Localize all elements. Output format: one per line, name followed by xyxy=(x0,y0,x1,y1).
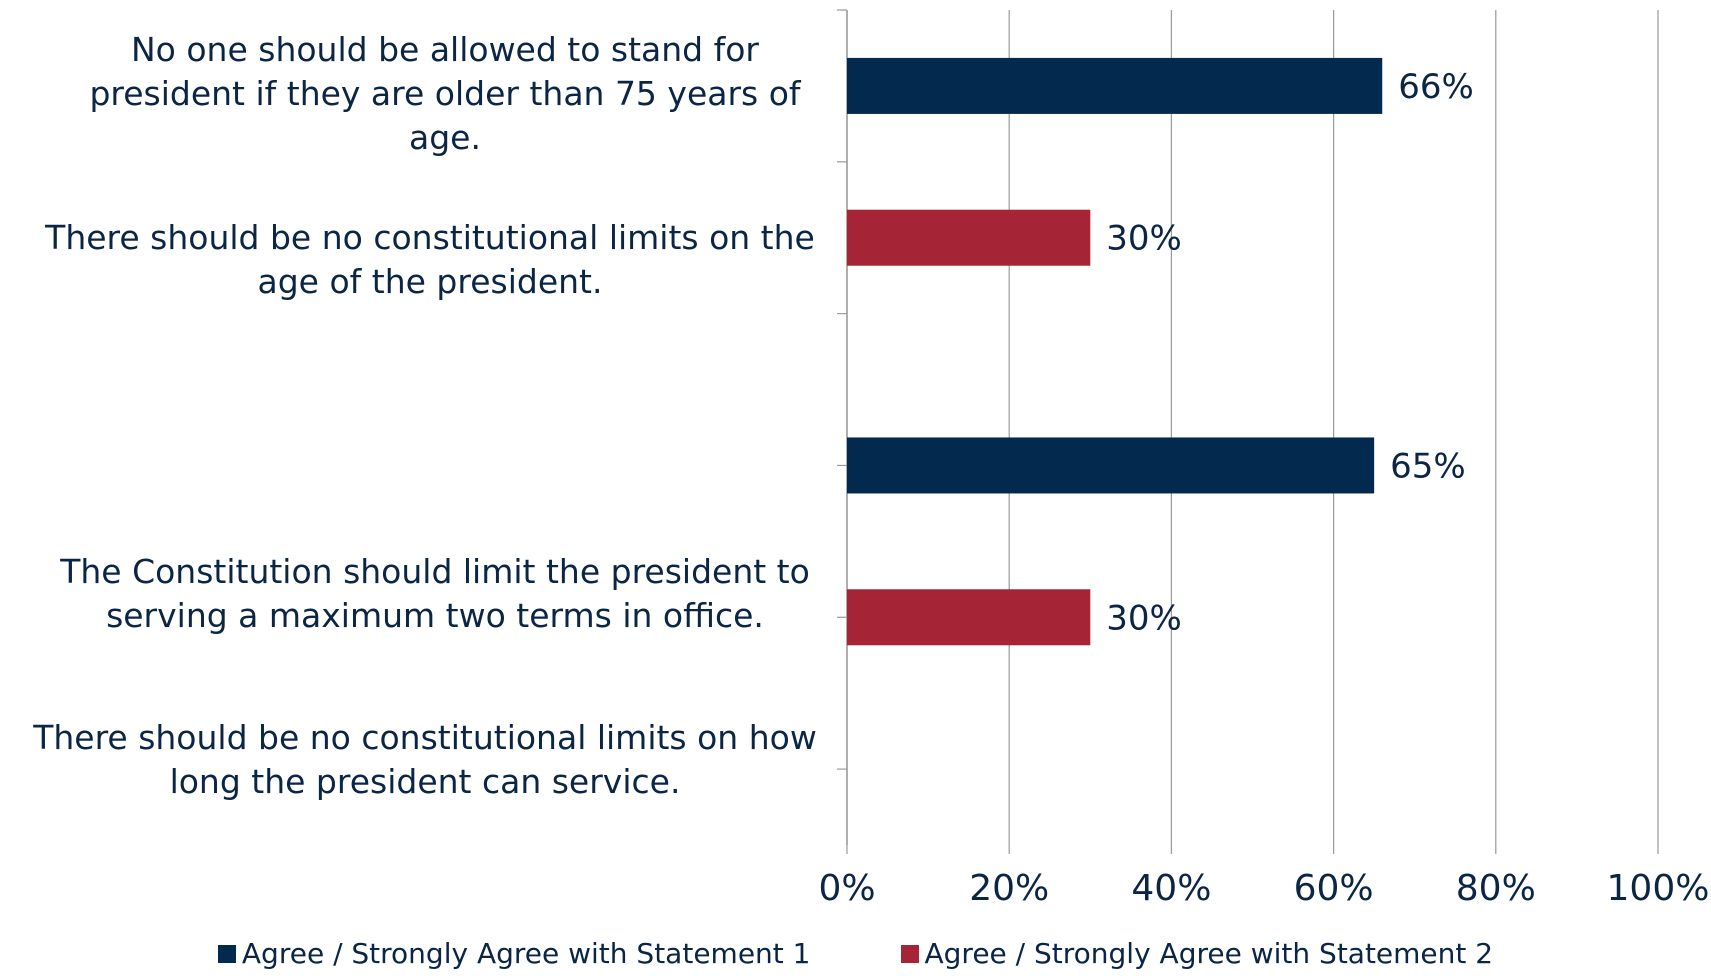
legend-swatch-statement-1 xyxy=(217,945,236,963)
bar-2 xyxy=(847,209,1091,266)
bar-3 xyxy=(847,437,1375,494)
category-label-3: The Constitution should limit the presid… xyxy=(60,552,810,635)
bar-1 xyxy=(847,57,1383,114)
category-label-4: There should be no constitutional limits… xyxy=(33,718,817,801)
x-tick-label-2: 40% xyxy=(1131,868,1211,909)
legend-item-statement-1: Agree / Strongly Agree with Statement 1 xyxy=(217,934,811,974)
bar-4 xyxy=(847,589,1091,646)
x-tick-label-3: 60% xyxy=(1294,868,1374,909)
legend-label-statement-2: Agree / Strongly Agree with Statement 2 xyxy=(924,937,1494,970)
bar-value-label-2: 30% xyxy=(1106,219,1182,259)
x-tick-label-0: 0% xyxy=(818,868,875,909)
legend-label-statement-1: Agree / Strongly Agree with Statement 1 xyxy=(241,937,811,970)
legend-swatch-statement-2 xyxy=(900,945,919,963)
legend-item-statement-2: Agree / Strongly Agree with Statement 2 xyxy=(900,934,1494,974)
bar-value-label-3: 65% xyxy=(1390,446,1466,486)
x-tick-label-5: 100% xyxy=(1607,868,1710,909)
bar-value-label-1: 66% xyxy=(1398,67,1474,107)
bar-value-label-4: 30% xyxy=(1106,598,1182,638)
legend: Agree / Strongly Agree with Statement 1 … xyxy=(0,934,1711,974)
x-tick-label-1: 20% xyxy=(969,868,1049,909)
category-label-2: There should be no constitutional limits… xyxy=(45,218,815,301)
category-label-1: No one should be allowed to stand for pr… xyxy=(89,30,801,157)
x-tick-label-4: 80% xyxy=(1456,868,1536,909)
